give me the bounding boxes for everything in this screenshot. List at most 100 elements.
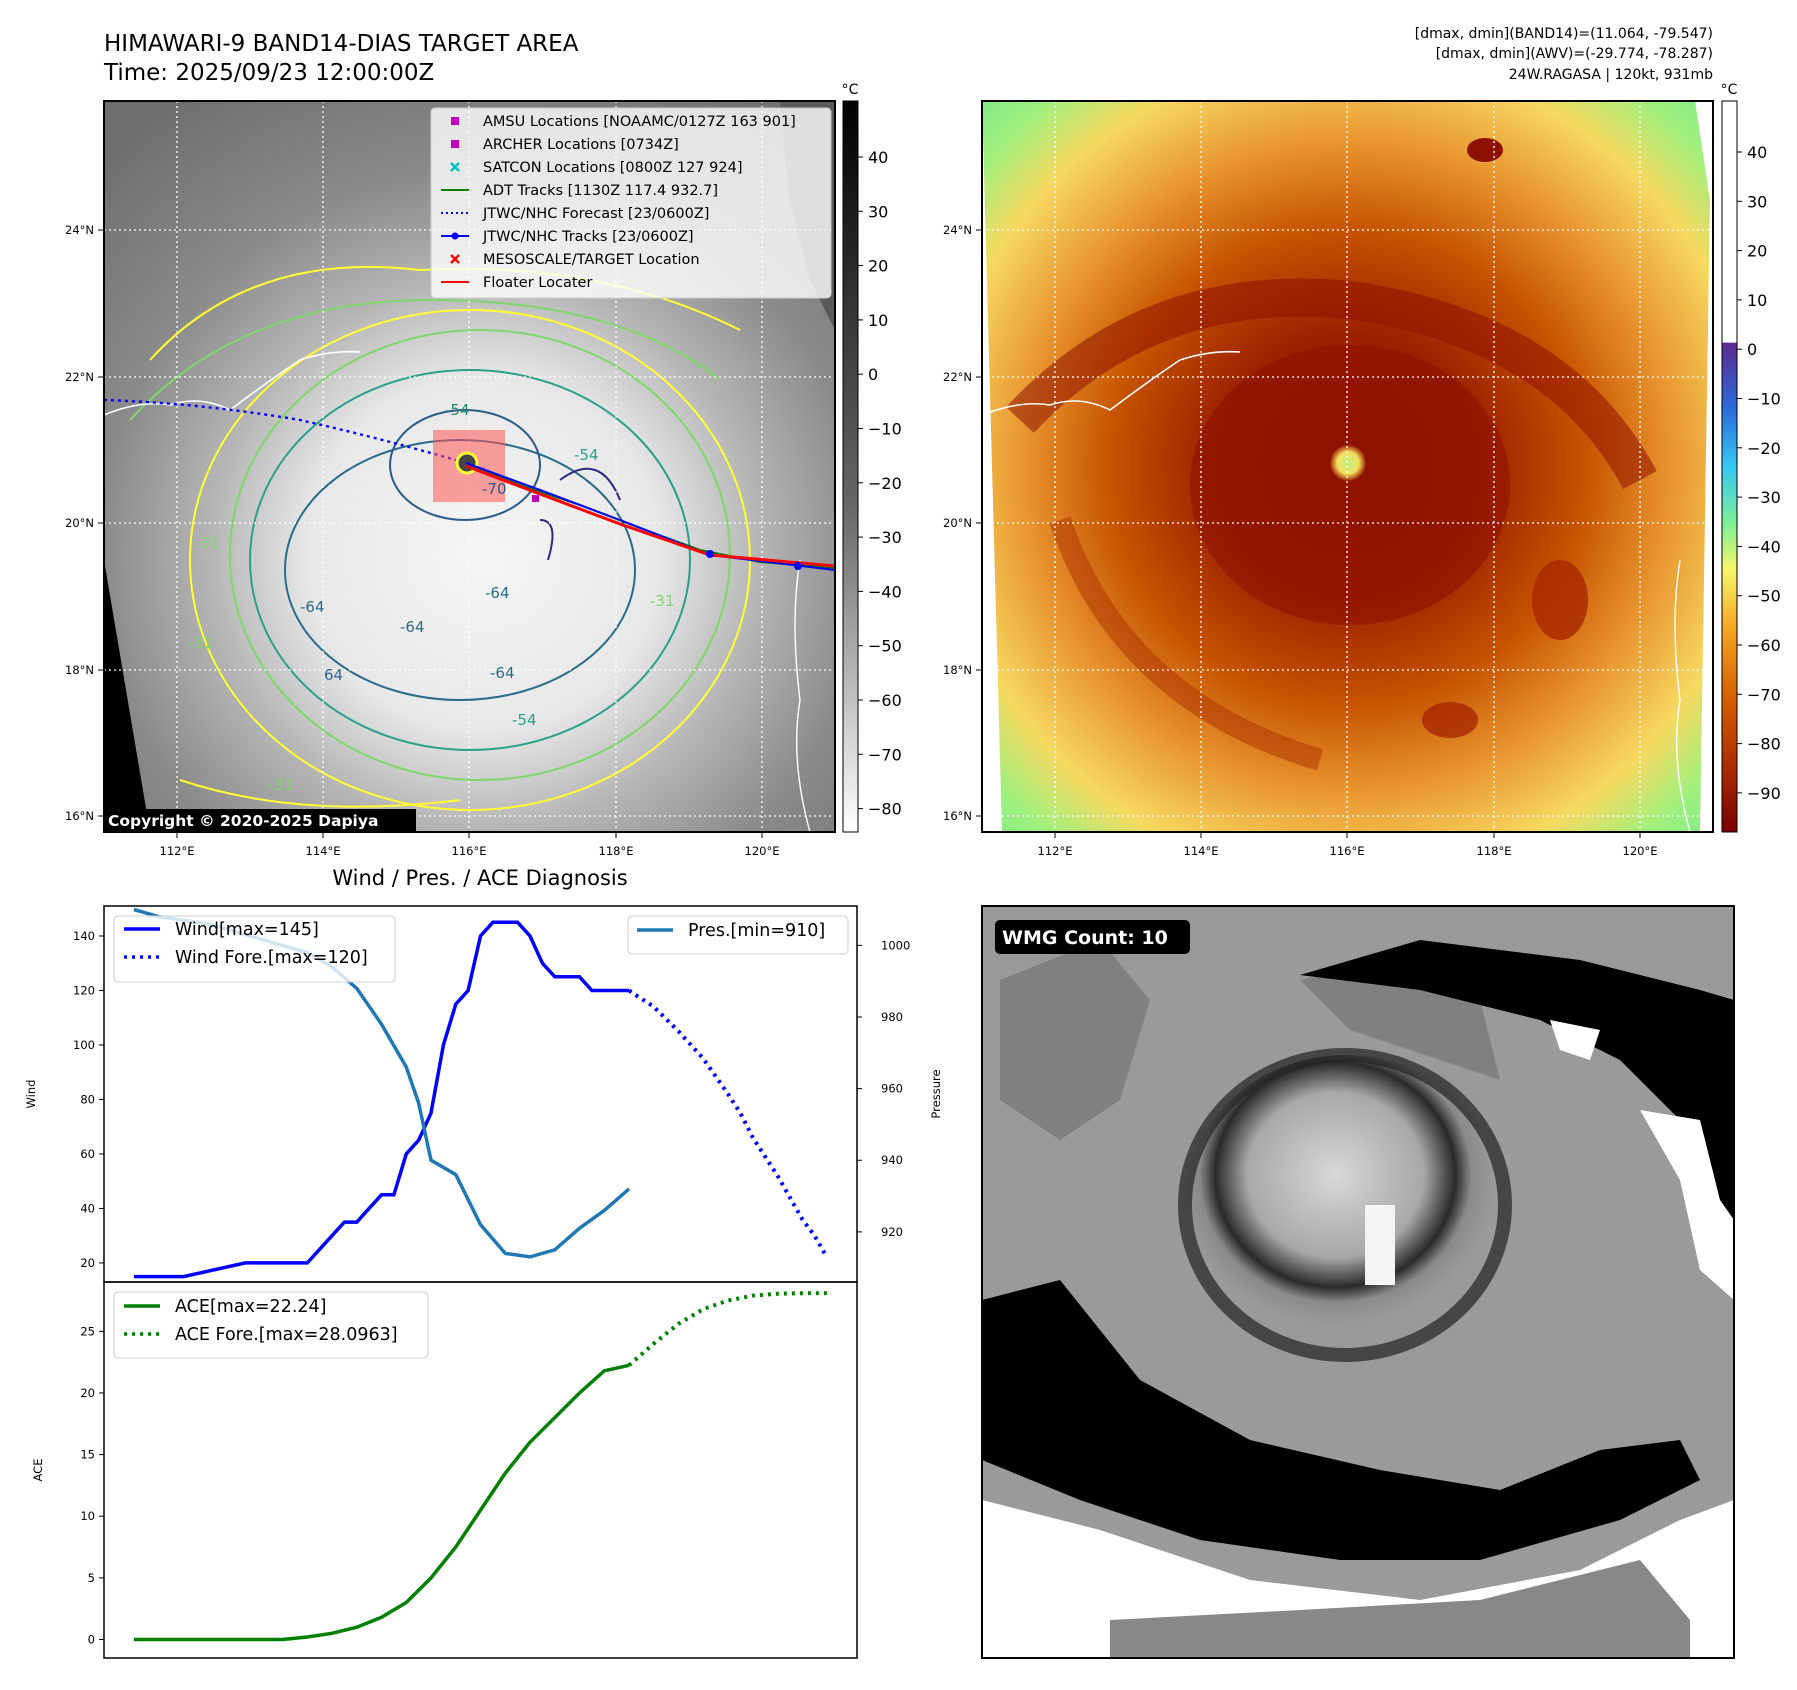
- colorbar-tick-label: −70: [868, 745, 902, 764]
- legend-label: Wind[max=145]: [175, 920, 319, 940]
- legend-entry: ARCHER Locations [0734Z]: [451, 137, 679, 153]
- colorbar-tick-label: 0: [1747, 340, 1757, 359]
- ace-chart-frame: [103, 1281, 858, 1659]
- contour-label: -31: [650, 592, 675, 610]
- contour-label: -64: [485, 584, 510, 602]
- legend-label: ACE[max=22.24]: [175, 1297, 326, 1317]
- diagnosis-title: Wind / Pres. / ACE Diagnosis: [332, 866, 627, 890]
- pres-ytick-label: 980: [881, 1010, 903, 1024]
- left-map-legend: AMSU Locations [NOAAMC/0127Z 163 901] ARC…: [430, 107, 832, 299]
- legend-label: Floater Locater: [483, 275, 592, 291]
- lon-tick-label: 114°E: [1184, 844, 1219, 858]
- legend-label: JTWC/NHC Tracks [23/0600Z]: [482, 229, 694, 245]
- contour-label: -54: [445, 401, 470, 419]
- floater-locater: [465, 464, 835, 568]
- info-line3: 24W.RAGASA | 120kt, 931mb: [1509, 67, 1713, 83]
- legend-label: AMSU Locations [NOAAMC/0127Z 163 901]: [483, 114, 796, 130]
- ace-ytick-label: 15: [80, 1448, 95, 1462]
- copyright-box: [104, 809, 416, 832]
- left-colorbar-unit: °C: [842, 82, 859, 98]
- lat-tick-label: 24°N: [65, 223, 94, 237]
- colorbar-tick-label: 20: [868, 257, 888, 276]
- lon-tick-label: 116°E: [1330, 844, 1365, 858]
- colorbar-tick-label: −10: [1747, 390, 1781, 409]
- colorbar-tick-label: −50: [868, 637, 902, 656]
- colorbar-tick-label: 10: [868, 311, 888, 330]
- legend-entry: MESOSCALE/TARGET Location: [450, 252, 700, 268]
- ace-chart: 0 5 10 15 20 25 ACE ACE[max=22.24] ACE Fore.[max…: [31, 1281, 858, 1659]
- ace-ytick-label: 25: [80, 1324, 95, 1338]
- wind-ytick-label: 20: [80, 1256, 95, 1270]
- ace-ytick-label: 10: [80, 1509, 95, 1523]
- wind-ytick-label: 80: [80, 1092, 95, 1106]
- legend-marker-square: [451, 117, 459, 125]
- lon-tick-label: 114°E: [306, 844, 341, 858]
- legend-label: Wind Fore.[max=120]: [175, 948, 368, 968]
- colorbar-tick-label: −10: [868, 420, 902, 439]
- jtwc-forecast-track: [104, 398, 467, 465]
- lat-tick-label: 18°N: [943, 663, 972, 677]
- colorbar-tick-label: −30: [1747, 488, 1781, 507]
- lon-tick-label: 118°E: [1477, 844, 1512, 858]
- wind-axis-label: Wind: [24, 1080, 38, 1109]
- legend-marker-x: [450, 162, 460, 172]
- ace-legend: ACE[max=22.24] ACE Fore.[max=28.0963]: [113, 1291, 429, 1359]
- colorbar-tick-label: −70: [1747, 685, 1781, 704]
- legend-marker-square: [451, 140, 459, 148]
- right-colorbar: [1721, 100, 1738, 833]
- pres-ytick-label: 940: [881, 1153, 903, 1167]
- jtwc-track-point: [794, 562, 802, 570]
- colorbar-tick-label: 20: [1747, 242, 1767, 261]
- contour-label: -64: [300, 598, 325, 616]
- wind-ytick-label: 60: [80, 1147, 95, 1161]
- colorbar-tick-label: −80: [868, 800, 902, 819]
- right-map-ticks: 112°E 114°E 116°E 118°E 120°E 24°N 22°N 20°N 18°…: [943, 223, 1657, 858]
- contour-label: -70: [482, 480, 507, 498]
- wmg-count-box: [995, 920, 1190, 954]
- pres-ytick-label: 960: [881, 1082, 903, 1096]
- ace-ytick-label: 0: [88, 1633, 95, 1647]
- figure-title-line2: Time: 2025/09/23 12:00:00Z: [103, 60, 434, 86]
- wind-ytick-label: 120: [73, 983, 95, 997]
- archer-location: [532, 495, 539, 502]
- legend-label: SATCON Locations [0800Z 127 924]: [483, 160, 742, 176]
- contour-label: -31: [268, 776, 293, 794]
- lat-tick-label: 22°N: [65, 370, 94, 384]
- contour-label: 64: [324, 666, 343, 684]
- colorbar-tick-label: −80: [1747, 735, 1781, 754]
- colorbar-tick-label: −20: [1747, 439, 1781, 458]
- lon-tick-label: 120°E: [1623, 844, 1658, 858]
- ace-series-line: [134, 1363, 630, 1642]
- lon-tick-label: 116°E: [452, 844, 487, 858]
- contour-label: -31: [195, 534, 220, 552]
- wind-ytick-label: 140: [73, 929, 95, 943]
- right-map-panel: [982, 101, 1713, 832]
- lat-tick-label: 18°N: [65, 663, 94, 677]
- ace-ytick-label: 20: [80, 1386, 95, 1400]
- colorbar-tick-label: −60: [868, 691, 902, 710]
- lat-tick-label: 16°N: [65, 809, 94, 823]
- lat-tick-label: 20°N: [943, 516, 972, 530]
- colorbar-tick-label: −90: [1747, 784, 1781, 803]
- colorbar-tick-label: −50: [1747, 587, 1781, 606]
- wind-ytick-label: 100: [73, 1038, 95, 1052]
- colorbar-tick-label: 30: [868, 202, 888, 221]
- legend-entry: JTWC/NHC Tracks [23/0600Z]: [441, 229, 694, 245]
- ace-forecast-series-line: [627, 1291, 828, 1367]
- contour-label: -64: [490, 664, 515, 682]
- colorbar-tick-label: −40: [1747, 537, 1781, 556]
- colorbar-tick-label: −40: [868, 582, 902, 601]
- right-colorbar-unit: °C: [1721, 82, 1738, 98]
- pres-legend: Pres.[min=910]: [627, 915, 849, 955]
- left-colorbar-ticks: 40 30 20 10 0 −10 −20 −30 −40 −50 −60 −70 −80: [858, 148, 902, 819]
- figure-title-line1: HIMAWARI-9 BAND14-DIAS TARGET AREA: [104, 31, 579, 57]
- jtwc-track-point: [706, 550, 714, 558]
- ace-axis-label: ACE: [31, 1459, 45, 1482]
- legend-label: JTWC/NHC Forecast [23/0600Z]: [482, 206, 709, 222]
- lon-tick-label: 112°E: [160, 844, 195, 858]
- wind-ytick-label: 40: [80, 1201, 95, 1215]
- colorbar-tick-label: 10: [1747, 291, 1767, 310]
- colorbar-tick-label: −60: [1747, 636, 1781, 655]
- legend-entry: SATCON Locations [0800Z 127 924]: [450, 160, 742, 176]
